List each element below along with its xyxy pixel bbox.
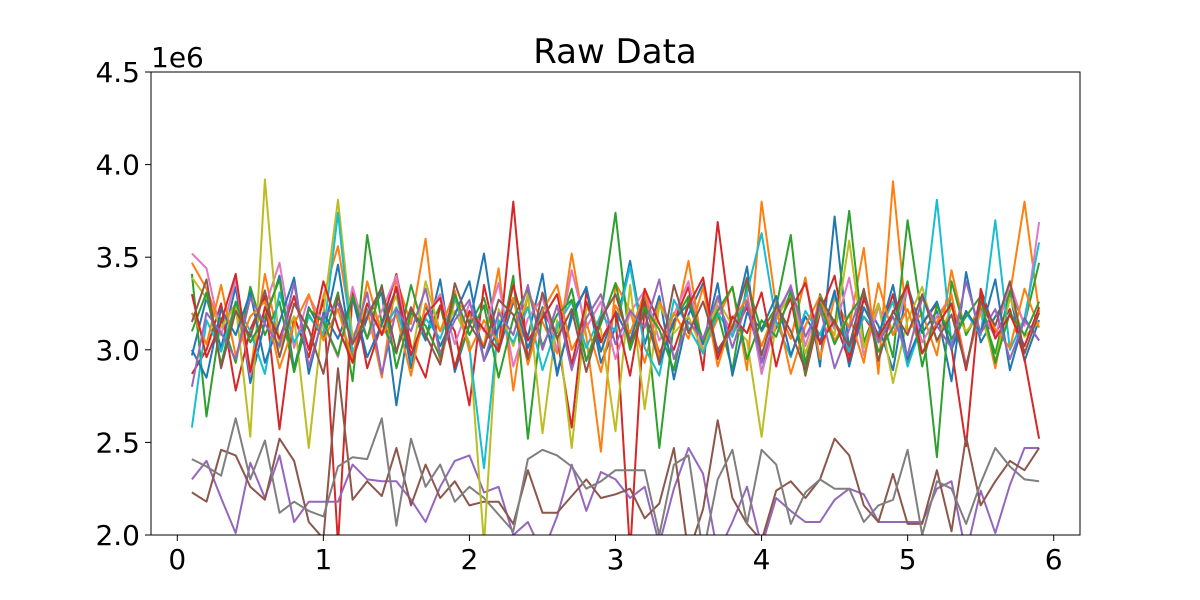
series-line bbox=[191, 367, 1040, 535]
series-line bbox=[190, 198, 1041, 470]
x-tick-label: 3 bbox=[607, 543, 625, 576]
series-line bbox=[191, 178, 1040, 535]
x-tick-label: 2 bbox=[461, 543, 479, 576]
y-tick-label: 4.5 bbox=[95, 56, 140, 89]
series-line bbox=[190, 272, 1041, 377]
series-line bbox=[191, 447, 1040, 535]
series-line bbox=[190, 278, 1041, 379]
y-tick-label: 4.0 bbox=[95, 149, 140, 182]
chart-title: Raw Data bbox=[533, 32, 697, 72]
series-line bbox=[190, 276, 1041, 375]
series-line bbox=[190, 278, 1040, 387]
axes-layer: 0 1 2 3 4 5 6 2.0 2.5 3.0 3.5 4.0 4.5 bbox=[95, 56, 1062, 576]
x-tick-label: 4 bbox=[753, 543, 771, 576]
y-tick-label: 2.0 bbox=[95, 519, 140, 552]
y-offset-label: 1e6 bbox=[151, 41, 204, 74]
y-tick-label: 2.5 bbox=[95, 426, 140, 459]
x-tick-label: 5 bbox=[899, 543, 917, 576]
series-layer bbox=[190, 178, 1041, 535]
series-line bbox=[191, 417, 1040, 535]
plot-frame bbox=[150, 71, 1081, 536]
y-tick-label: 3.0 bbox=[95, 334, 140, 367]
x-tick-label: 1 bbox=[314, 543, 332, 576]
x-tick-label: 6 bbox=[1045, 543, 1063, 576]
y-tick-label: 3.5 bbox=[95, 241, 140, 274]
x-tick-label: 0 bbox=[168, 543, 186, 576]
